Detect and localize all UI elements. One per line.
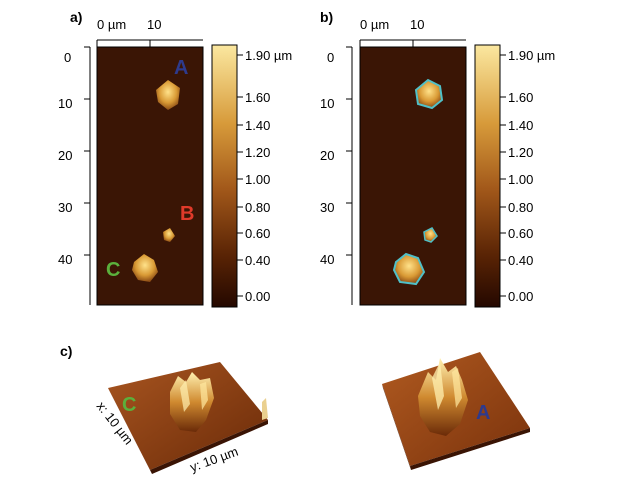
panel-b-ytick-1: 10	[320, 96, 334, 111]
colorbar-b-label-3: 1.20	[508, 145, 533, 160]
panel-a-ytick-3: 30	[58, 200, 72, 215]
panel-b-ytick-4: 40	[320, 252, 334, 267]
panel-a-feature-b	[163, 228, 175, 242]
panel-b-xtick-1: 10	[410, 17, 424, 32]
panel-c-surface-right	[382, 352, 530, 470]
panel-a: a) 0 µm 10 0 10 20 30 40 A B C	[58, 9, 204, 306]
colorbar-a-label-3: 1.20	[245, 145, 270, 160]
panel-b-xtick-0: 0 µm	[360, 17, 389, 32]
colorbar-a-label-2: 1.40	[245, 118, 270, 133]
colorbar-a-label-5: 0.80	[245, 200, 270, 215]
colorbar-a-label-0: 1.90 µm	[245, 48, 292, 63]
panel-a-feature-a	[156, 80, 180, 110]
panel-a-ytick-1: 10	[58, 96, 72, 111]
panel-c-marker-a: A	[476, 402, 490, 424]
panel-a-xtick-1: 10	[147, 17, 161, 32]
panel-c-surface-left	[108, 362, 268, 474]
panel-b-feature-c	[392, 252, 426, 286]
panel-a-xtick-0: 0 µm	[97, 17, 126, 32]
colorbar-a-label-1: 1.60	[245, 90, 270, 105]
panel-a-marker-b: B	[180, 203, 194, 225]
panel-a-marker-c: C	[106, 259, 120, 281]
panel-b: b) 0 µm 10 0 10 20 30 40	[320, 9, 467, 306]
panel-a-ytick-2: 20	[58, 148, 72, 163]
colorbar-b-label-5: 0.80	[508, 200, 533, 215]
colorbar-b-label-6: 0.60	[508, 226, 533, 241]
panel-a-label: a)	[70, 9, 82, 25]
panel-c-label: c)	[60, 343, 72, 359]
panel-b-ytick-3: 30	[320, 200, 334, 215]
panel-a-ytick-0: 0	[64, 50, 71, 65]
panel-c: c) C x: 10 µm y: 10 µm A	[60, 343, 530, 475]
colorbar-a-label-4: 1.00	[245, 172, 270, 187]
colorbar-a-label-6: 0.60	[245, 226, 270, 241]
panel-c-marker-c: C	[122, 394, 136, 416]
colorbar-b-label-0: 1.90 µm	[508, 48, 555, 63]
colorbar-b-label-2: 1.40	[508, 118, 533, 133]
panel-a-ytick-4: 40	[58, 252, 72, 267]
panel-b-label: b)	[320, 9, 333, 25]
colorbar-a-label-7: 0.40	[245, 253, 270, 268]
panel-b-feature-b	[423, 227, 438, 243]
colorbar-b: 1.90 µm 1.60 1.40 1.20 1.00 0.80 0.60 0.…	[474, 44, 555, 308]
panel-b-ytick-2: 20	[320, 148, 334, 163]
colorbar-a-label-8: 0.00	[245, 289, 270, 304]
colorbar-b-label-8: 0.00	[508, 289, 533, 304]
colorbar-b-label-1: 1.60	[508, 90, 533, 105]
panel-a-marker-a: A	[174, 57, 188, 79]
colorbar-b-label-7: 0.40	[508, 253, 533, 268]
panel-b-ytick-0: 0	[327, 50, 334, 65]
colorbar-b-label-4: 1.00	[508, 172, 533, 187]
panel-a-feature-c	[132, 254, 158, 282]
panel-b-feature-a	[414, 78, 444, 110]
colorbar-a: 1.90 µm 1.60 1.40 1.20 1.00 0.80 0.60 0.…	[211, 44, 292, 308]
